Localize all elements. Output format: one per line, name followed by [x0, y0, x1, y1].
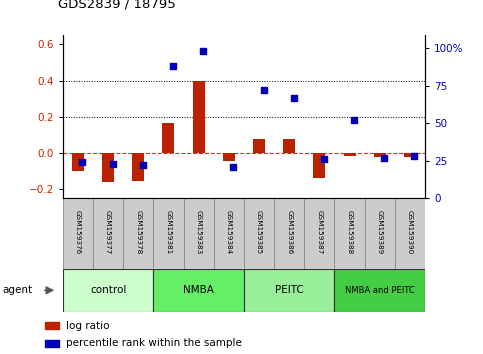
Bar — [334, 198, 365, 269]
Bar — [154, 269, 244, 312]
Point — [229, 164, 237, 170]
Text: GSM159383: GSM159383 — [196, 210, 201, 254]
Bar — [244, 198, 274, 269]
Bar — [223, 153, 235, 161]
Bar — [72, 153, 84, 171]
Bar — [334, 269, 425, 312]
Point — [139, 162, 147, 168]
Bar — [45, 340, 59, 347]
Text: GSM159388: GSM159388 — [347, 210, 353, 254]
Text: agent: agent — [2, 285, 32, 295]
Text: GSM159384: GSM159384 — [226, 210, 232, 254]
Text: GSM159390: GSM159390 — [407, 210, 413, 254]
Text: GDS2839 / 18795: GDS2839 / 18795 — [58, 0, 176, 11]
Bar — [274, 198, 304, 269]
Point — [260, 87, 268, 93]
Point — [290, 95, 298, 100]
Text: percentile rank within the sample: percentile rank within the sample — [66, 338, 242, 348]
Bar — [184, 198, 213, 269]
Bar — [45, 322, 59, 329]
Bar — [162, 123, 174, 153]
Text: GSM159377: GSM159377 — [105, 210, 111, 254]
Text: log ratio: log ratio — [66, 321, 109, 331]
Bar — [365, 198, 395, 269]
Bar — [374, 153, 386, 156]
Bar — [63, 269, 154, 312]
Bar — [193, 81, 205, 153]
Point — [381, 155, 388, 160]
Bar — [93, 198, 123, 269]
Bar — [404, 153, 416, 156]
Bar — [102, 153, 114, 182]
Point — [79, 159, 86, 165]
Text: GSM159389: GSM159389 — [377, 210, 383, 254]
Bar — [63, 198, 93, 269]
Text: GSM159387: GSM159387 — [316, 210, 322, 254]
Point — [350, 117, 358, 123]
Point — [411, 153, 418, 159]
Text: GSM159385: GSM159385 — [256, 210, 262, 254]
Text: NMBA: NMBA — [183, 285, 214, 295]
Bar — [132, 153, 144, 181]
Text: GSM159378: GSM159378 — [135, 210, 141, 254]
Text: GSM159376: GSM159376 — [75, 210, 81, 254]
Bar — [253, 139, 265, 153]
Text: GSM159386: GSM159386 — [286, 210, 292, 254]
Bar — [154, 198, 184, 269]
Text: control: control — [90, 285, 126, 295]
Bar — [244, 269, 334, 312]
Point — [109, 161, 116, 166]
Text: PEITC: PEITC — [275, 285, 304, 295]
Point — [320, 156, 328, 162]
Text: GSM159381: GSM159381 — [166, 210, 171, 254]
Bar — [283, 139, 295, 153]
Point — [199, 48, 207, 54]
Bar — [123, 198, 154, 269]
Bar — [313, 153, 326, 178]
Bar — [343, 153, 355, 156]
Bar — [213, 198, 244, 269]
Bar — [304, 198, 334, 269]
Bar — [395, 198, 425, 269]
Point — [169, 63, 177, 69]
Text: NMBA and PEITC: NMBA and PEITC — [345, 286, 414, 295]
